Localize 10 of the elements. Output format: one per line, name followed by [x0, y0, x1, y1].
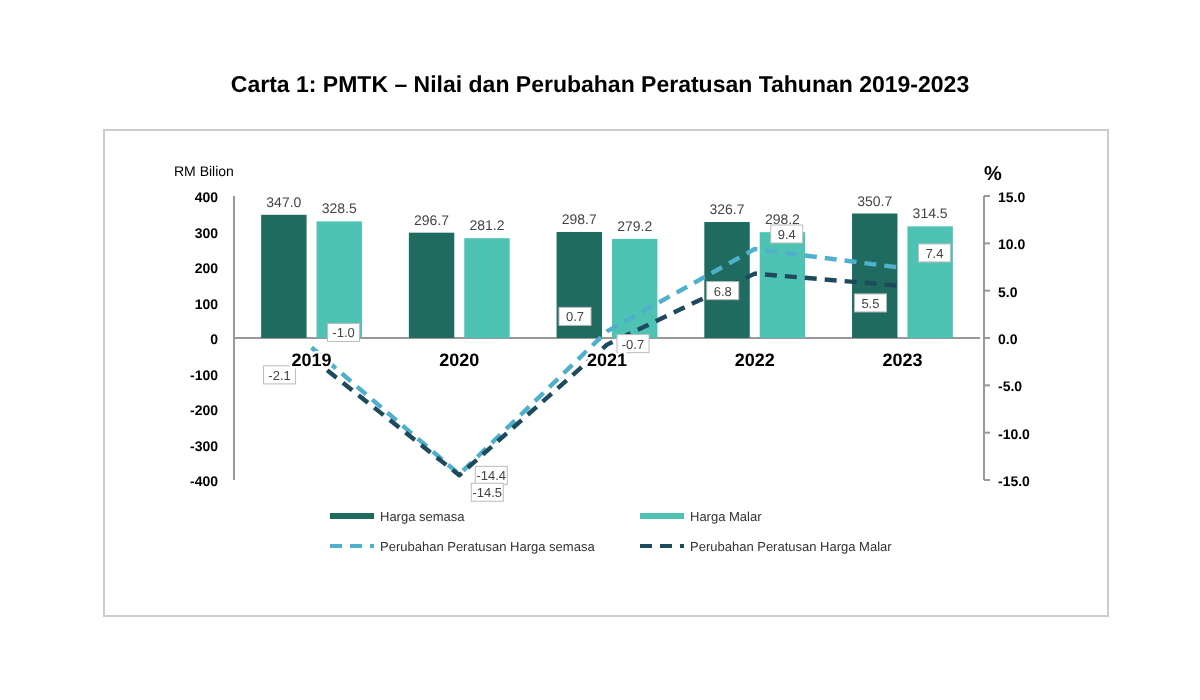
bar [464, 238, 510, 338]
x-tick-label: 2023 [882, 350, 923, 370]
bar [261, 214, 307, 338]
chart-title: Carta 1: PMTK – Nilai dan Perubahan Peratusan Tahunan 2019-2023 [230, 74, 970, 98]
bar [408, 232, 455, 338]
x-tick-label: 2021 [586, 350, 628, 370]
x-tick-label: 2022 [734, 350, 775, 370]
y2-axis-title: % [984, 164, 1002, 186]
x-tick-label: 2020 [439, 350, 480, 370]
x-tick-label: 2019 [291, 350, 332, 370]
